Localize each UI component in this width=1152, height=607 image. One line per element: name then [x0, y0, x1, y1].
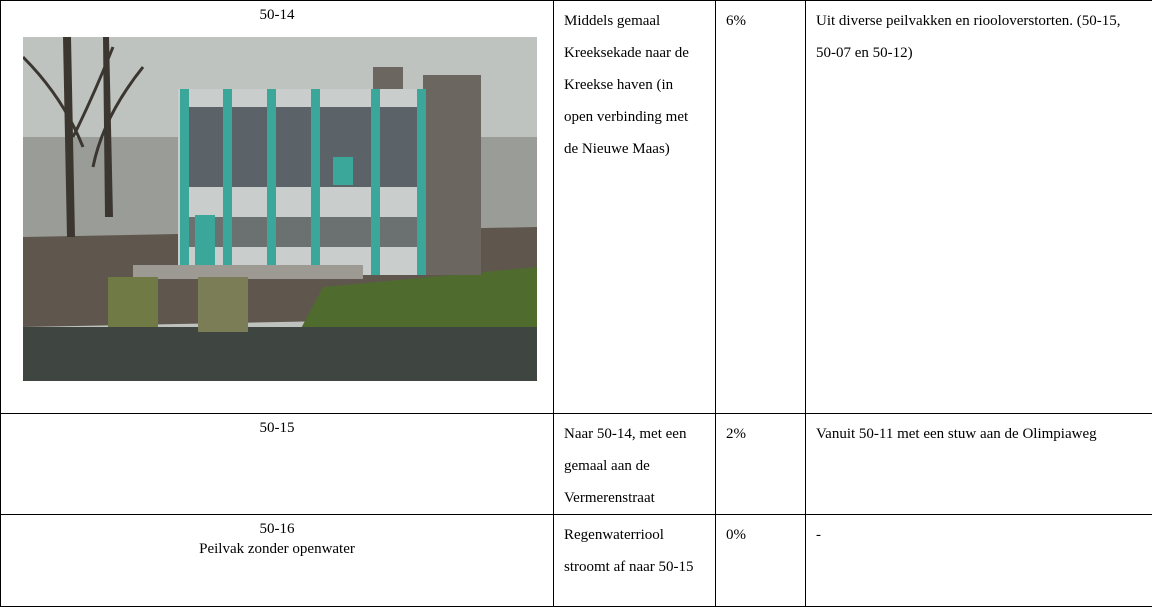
- table-cell: -: [806, 515, 1152, 607]
- table-cell: 50-14: [1, 1, 554, 414]
- table-cell: Vanuit 50-11 met een stuw aan de Olimpia…: [806, 414, 1152, 515]
- cell-text: Peilvak zonder openwater: [11, 539, 543, 559]
- table-cell: 50-16 Peilvak zonder openwater: [1, 515, 554, 607]
- table-row: 50-16 Peilvak zonder openwater Regenwate…: [1, 515, 1152, 607]
- table-row: 50-14: [1, 1, 1152, 414]
- table-row: 50-15 Naar 50-14, met een gemaal aan de …: [1, 414, 1152, 515]
- table-cell: Regenwaterriool stroomt af naar 50-15: [554, 515, 716, 607]
- table-cell: 0%: [716, 515, 806, 607]
- table-cell: 2%: [716, 414, 806, 515]
- cell-text: 50-16: [11, 519, 543, 539]
- cell-text: 50-14: [11, 5, 543, 25]
- table-cell: Uit diverse peilvakken en riooloverstort…: [806, 1, 1152, 414]
- table-cell: Naar 50-14, met een gemaal aan de Vermer…: [554, 414, 716, 515]
- table-cell: 6%: [716, 1, 806, 414]
- table-cell: Middels gemaal Kreeksekade naar de Kreek…: [554, 1, 716, 414]
- table-cell: 50-15: [1, 414, 554, 515]
- pumping-station-photo: [23, 37, 537, 381]
- page: 50-14: [0, 0, 1152, 587]
- cell-text: 50-15: [11, 418, 543, 438]
